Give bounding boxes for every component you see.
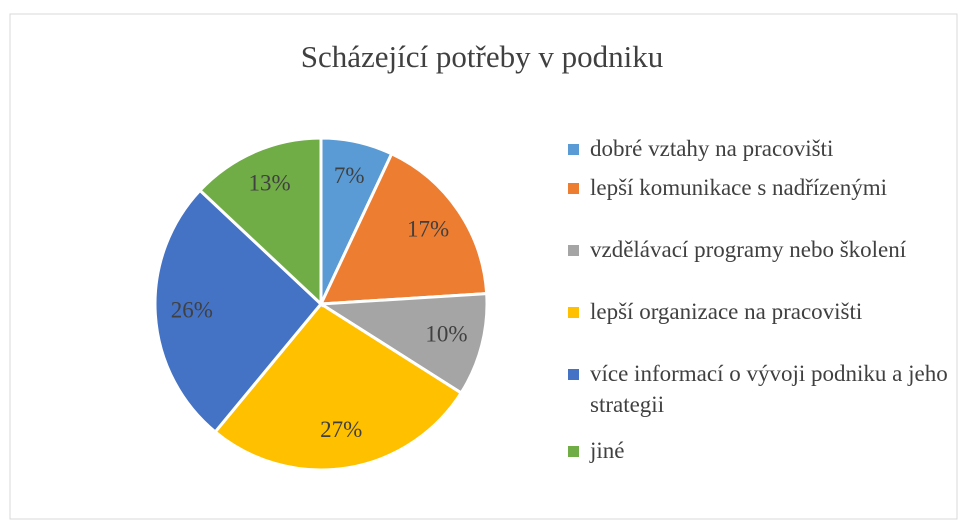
legend-label: více informací o vývoji podniku a jeho s…: [590, 361, 948, 417]
data-label: 7%: [334, 163, 365, 188]
legend-label: lepší organizace na pracovišti: [590, 299, 863, 324]
legend-swatch: [568, 307, 579, 318]
legend-label: jiné: [590, 438, 625, 463]
legend-swatch: [568, 369, 579, 380]
legend-item: více informací o vývoji podniku a jeho s…: [568, 358, 959, 420]
data-label: 13%: [248, 170, 290, 195]
pie-slice: [213, 302, 464, 472]
chart-border: [9, 13, 958, 520]
legend-item: dobré vztahy na pracovišti: [568, 133, 959, 164]
data-label: 10%: [425, 321, 467, 346]
pie-slice: [318, 151, 489, 306]
legend-item: lepší komunikace s nadřízenými: [568, 172, 959, 203]
data-label: 27%: [320, 417, 362, 442]
legend-item: jiné: [568, 435, 959, 466]
pie-slice: [316, 291, 489, 396]
legend-swatch: [568, 245, 579, 256]
data-label: 17%: [407, 217, 449, 242]
legend-swatch: [568, 144, 579, 155]
data-label: 26%: [171, 297, 213, 322]
legend-item: lepší organizace na pracovišti: [568, 296, 959, 327]
pie-slice: [197, 136, 323, 308]
legend-label: vzdělávací programy nebo školení: [590, 237, 907, 262]
pie-slice: [153, 188, 324, 435]
legend-label: dobré vztahy na pracovišti: [590, 136, 834, 161]
legend-label: lepší komunikace s nadřízenými: [590, 175, 888, 200]
legend-item: vzdělávací programy nebo školení: [568, 234, 959, 265]
chart-title: Scházející potřeby v podniku: [301, 39, 663, 74]
legend-swatch: [568, 183, 579, 194]
legend-swatch: [568, 446, 579, 457]
